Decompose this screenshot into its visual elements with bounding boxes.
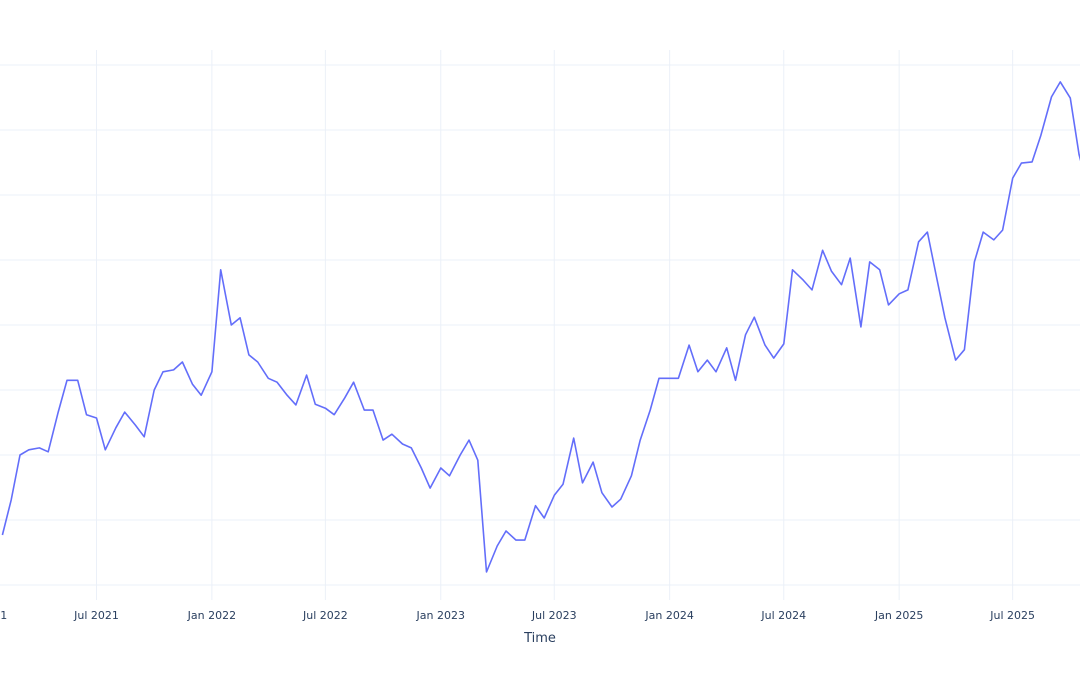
x-tick-label: Jan 2025: [874, 609, 923, 622]
series-line-group: [1, 81, 1080, 573]
x-tick-label: Jul 2022: [302, 609, 348, 622]
x-tick-label: Jul 2023: [531, 609, 577, 622]
series-line: [1, 81, 1080, 573]
x-axis-title: Time: [523, 631, 556, 646]
x-tick-label: Jul 2025: [989, 609, 1035, 622]
x-tick-label: Jan 2022: [187, 609, 236, 622]
x-tick-label: Jan 2021: [0, 609, 7, 622]
x-tick-label: Jan 2024: [644, 609, 693, 622]
x-tick-label: Jul 2024: [760, 609, 806, 622]
x-tick-label: Jul 2021: [73, 609, 119, 622]
x-tick-labels: Jan 2021 Jul 2021 Jan 2022 Jul 2022 Jan 2023…: [0, 609, 1035, 622]
gridlines: [0, 50, 1080, 600]
x-tick-label: Jan 2023: [416, 609, 465, 622]
